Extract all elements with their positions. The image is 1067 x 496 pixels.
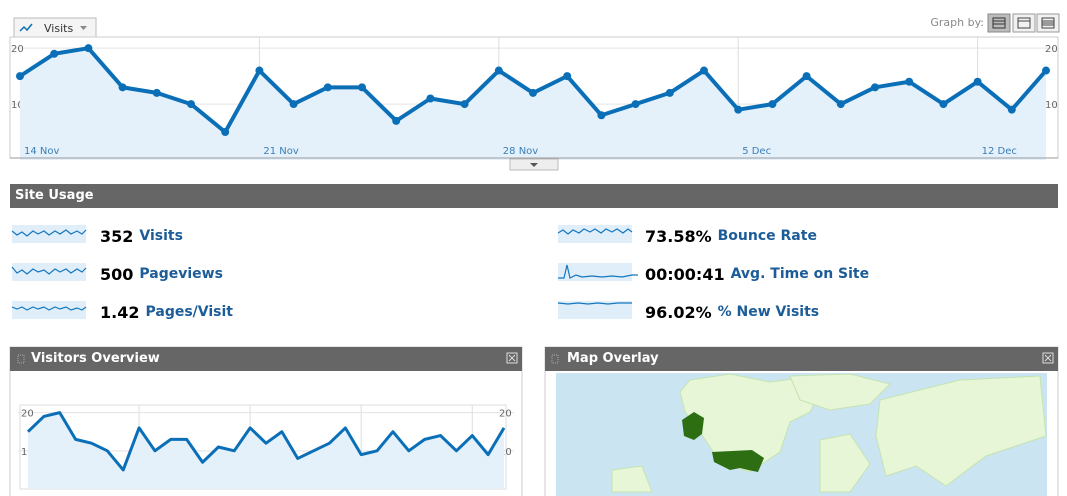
y-tick-label: 20: [1045, 44, 1058, 55]
point: [597, 111, 606, 120]
point: [460, 100, 469, 109]
point: [494, 66, 503, 75]
metric-row: 00:00:41 Avg. Time on Site: [645, 263, 869, 285]
metric-link[interactable]: % New Visits: [717, 304, 820, 320]
point: [221, 128, 230, 137]
point: [50, 49, 59, 58]
point: [187, 100, 195, 109]
metric-row: 73.58% Bounce Rate: [645, 225, 817, 247]
dropdown-arrow: [80, 26, 87, 30]
metric-value: 500: [100, 264, 134, 284]
y-tick-label: 10: [11, 100, 24, 111]
metric-value: 96.02%: [645, 302, 712, 322]
metric-value: 352: [100, 226, 134, 246]
area: [20, 48, 1046, 160]
drag-grip[interactable]: [17, 354, 25, 364]
point: [16, 72, 24, 81]
metric-value: 00:00:41: [645, 264, 725, 284]
point: [700, 66, 708, 75]
point: [871, 83, 879, 92]
point: [289, 100, 298, 109]
point: [323, 83, 332, 92]
metric-value: 1.42: [100, 302, 140, 322]
map-header: [545, 347, 1058, 371]
point: [734, 105, 743, 114]
point: [631, 100, 640, 109]
point: [802, 72, 811, 81]
tab-label[interactable]: Visits: [44, 22, 73, 35]
x-tick-label: 21 Nov: [263, 146, 299, 157]
graph-day-button[interactable]: [987, 13, 1011, 33]
metric-link[interactable]: Visits: [139, 228, 183, 244]
section-title: Site Usage: [15, 188, 94, 203]
handle-arrow: [530, 163, 538, 167]
y-tick-label: 10: [21, 447, 34, 458]
tab-icon: [19, 23, 33, 32]
line: [26, 411, 506, 472]
y-tick-label: 10: [499, 447, 512, 458]
icon: [1041, 17, 1055, 29]
graph-by-label: Graph by:: [930, 16, 984, 29]
visitors-header: [10, 347, 522, 371]
metric-link[interactable]: Pageviews: [139, 266, 223, 282]
metric-link[interactable]: Avg. Time on Site: [730, 266, 870, 282]
world-map: [556, 373, 1047, 496]
x-tick-label: 14 Nov: [24, 146, 60, 157]
point: [563, 72, 572, 81]
close-button[interactable]: [1042, 352, 1054, 364]
panel-title: Visitors Overview: [31, 351, 160, 366]
y-tick-label: 20: [21, 409, 34, 420]
metric-value: 73.58%: [645, 226, 712, 246]
point: [836, 100, 845, 109]
point: [152, 88, 161, 97]
x-tick-label: 5 Dec: [742, 146, 771, 157]
point: [392, 116, 401, 125]
close-icon: [1044, 354, 1052, 362]
point: [1007, 105, 1016, 114]
graph-week-button[interactable]: [1012, 13, 1036, 33]
metric-row: 500 Pageviews: [100, 263, 223, 285]
point: [84, 44, 93, 53]
point: [118, 83, 127, 92]
site-usage-header: [10, 184, 1058, 208]
metric-row: 352 Visits: [100, 225, 183, 247]
icon: [992, 17, 1006, 29]
x-tick-label: 12 Dec: [982, 146, 1017, 157]
drag-grip[interactable]: [551, 354, 559, 364]
metric-link[interactable]: Pages/Visit: [145, 304, 233, 320]
icon: [1017, 17, 1031, 29]
panel-title: Map Overlay: [567, 351, 659, 366]
y-tick-label: 20: [11, 44, 24, 55]
y-tick-label: 20: [499, 409, 512, 420]
point: [973, 77, 982, 86]
metric-row: 96.02% % New Visits: [645, 301, 819, 323]
point: [358, 83, 366, 92]
point: [1042, 66, 1050, 75]
point: [255, 66, 264, 75]
point: [665, 88, 674, 97]
point: [426, 94, 435, 103]
close-button[interactable]: [506, 352, 518, 364]
sparklines: [11, 225, 638, 319]
x-tick-label: 28 Nov: [503, 146, 539, 157]
metric-link[interactable]: Bounce Rate: [717, 228, 817, 244]
area: [28, 412, 504, 489]
metric-row: 1.42 Pages/Visit: [100, 301, 233, 323]
point: [529, 88, 537, 97]
point: [939, 100, 948, 109]
point: [905, 77, 914, 86]
close-icon: [508, 354, 516, 362]
point: [768, 100, 777, 109]
y-tick-label: 10: [1045, 100, 1058, 111]
